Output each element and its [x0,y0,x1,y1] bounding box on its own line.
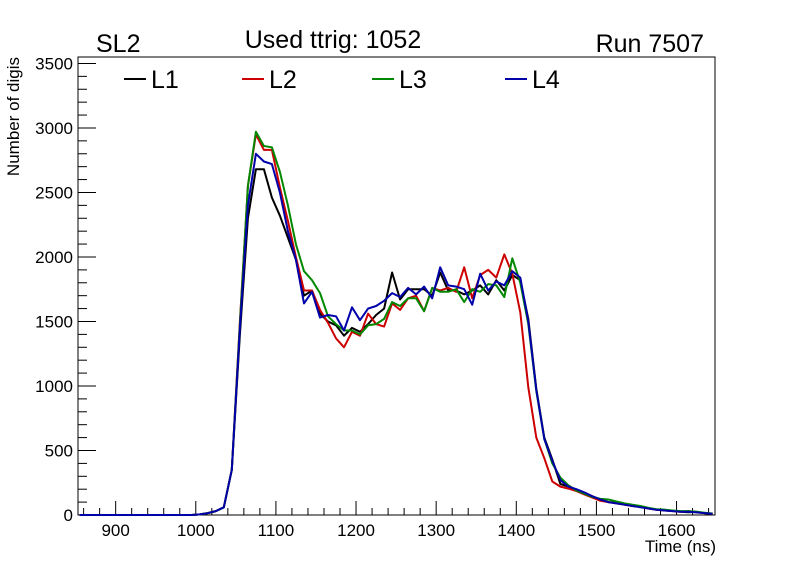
header-right: Run 7507 [596,30,704,58]
x-tick-label: 1600 [658,521,696,540]
y-axis-label: Number of digis [4,57,23,176]
legend: L1 L2 L3 L4 [124,66,560,94]
y-tick-label: 3000 [35,119,73,138]
legend-label: L3 [399,66,427,94]
y-tick-label: 1500 [35,312,73,331]
y-tick-label: 2000 [35,248,73,267]
x-tick-label: 1500 [577,521,615,540]
legend-label: L1 [151,66,179,94]
x-tick-label: 1400 [497,521,535,540]
x-tick-label: 1100 [258,521,295,540]
plot-frame [77,56,716,516]
legend-item-l2: L2 [242,66,297,94]
legend-label: L4 [532,66,560,94]
y-tick-label: 1000 [35,377,73,396]
series-group [79,130,713,516]
header-left: SL2 [96,30,140,58]
series-line-l2 [79,133,713,516]
x-tick-label: 1200 [337,521,375,540]
x-tick-label: 1000 [177,521,215,540]
y-tick-label: 2500 [35,183,73,202]
y-tick-label: 500 [45,441,73,460]
axes: 900 1000 1100 1200 1300 1400 1500 1600 0 500 1000 1… [35,54,710,540]
series-line-l4 [79,152,713,516]
y-tick-label: 3500 [35,54,73,73]
series-line-l1 [79,168,713,516]
x-tick-label: 1300 [417,521,455,540]
x-axis-label: Time (ns) [645,537,716,556]
legend-item-l3: L3 [372,66,427,94]
y-tick-label: 0 [64,506,73,525]
legend-item-l1: L1 [124,66,179,94]
legend-label: L2 [269,66,297,94]
x-tick-label: 900 [101,521,129,540]
chart-title: Used ttrig: 1052 [245,26,422,54]
series-line-l3 [79,130,713,516]
legend-item-l4: L4 [505,66,560,94]
